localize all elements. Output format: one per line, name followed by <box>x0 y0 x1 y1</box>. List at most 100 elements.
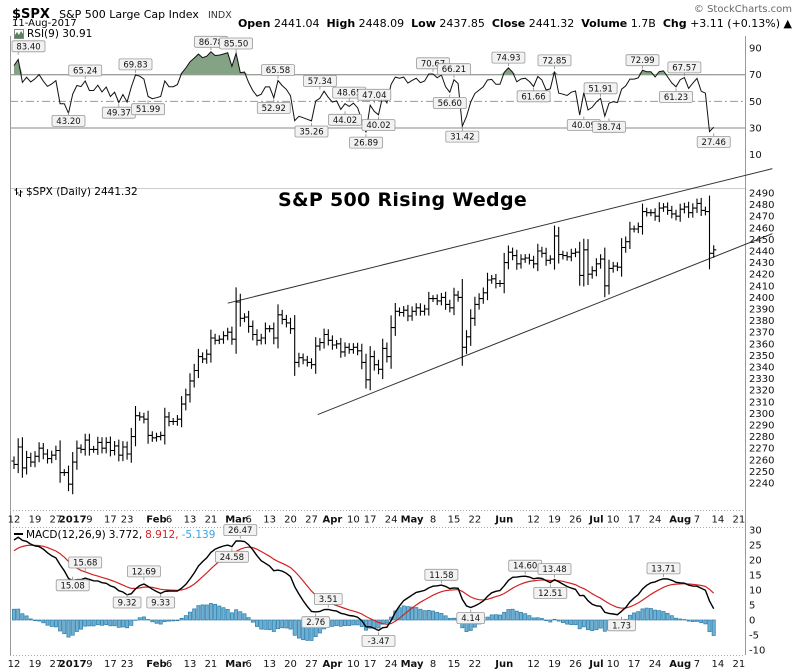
annotation-value: 70.67 <box>421 59 445 69</box>
date-axis-label: 6 <box>166 515 172 526</box>
macd-histogram-bar <box>498 614 502 621</box>
macd-histogram-bar <box>213 603 218 621</box>
macd-histogram-bar <box>330 619 335 627</box>
macd-histogram-bar <box>267 619 272 631</box>
macd-histogram-bar <box>648 608 653 621</box>
date-axis-label: Mar <box>225 659 247 670</box>
date-axis-label: 17 <box>364 659 377 670</box>
macd-histogram-bar <box>129 619 134 626</box>
annotation-value: 11.58 <box>429 571 453 581</box>
axis-tick-label: 2450 <box>749 235 774 246</box>
annotation-flag <box>313 593 343 605</box>
macd-histogram-bar <box>33 619 37 621</box>
date-axis-label: 24 <box>385 515 398 526</box>
macd-histogram-bar <box>686 619 691 622</box>
annotation-value: 72.99 <box>630 56 654 66</box>
macd-histogram-bar <box>104 619 109 626</box>
axis-tick-label: 2440 <box>749 247 774 258</box>
macd-histogram-bar <box>250 619 255 623</box>
date-axis-label: 27 <box>305 515 318 526</box>
annotation-flag <box>361 119 396 131</box>
macd-histogram-bar <box>108 619 113 627</box>
axis-tick-label: 2240 <box>749 479 774 490</box>
macd-histogram-bar <box>49 619 54 627</box>
macd-histogram-bar <box>292 619 297 636</box>
quote-field-value: +3.11 (+0.13%) ▲ <box>686 17 792 30</box>
axis-tick-label: 2260 <box>749 455 774 466</box>
macd-histogram-bar <box>443 615 448 621</box>
axis-tick-label: 2300 <box>749 409 774 420</box>
chart-title: S&P 500 Rising Wedge <box>278 189 528 211</box>
macd-histogram-bar <box>137 617 142 621</box>
macd-histogram-bar <box>179 617 184 621</box>
date-axis-label: 21 <box>733 515 746 526</box>
macd-histogram-bar <box>74 619 79 632</box>
date-axis-label: 9 <box>86 659 92 670</box>
macd-hist-value: -5.139 <box>181 529 216 541</box>
macd-histogram-bar <box>343 619 347 627</box>
annotation-value: 27.46 <box>702 138 726 148</box>
date-axis-label: 2017 <box>59 515 87 526</box>
macd-histogram-bar <box>280 619 285 629</box>
macd-histogram-bar <box>493 614 498 621</box>
macd-histogram-bar <box>523 613 528 621</box>
macd-histogram-bar <box>276 619 280 630</box>
macd-histogram-bar <box>351 619 356 626</box>
macd-histogram-bar <box>70 619 75 636</box>
macd-histogram-bar <box>426 610 431 621</box>
macd-histogram-bar <box>37 619 42 622</box>
date-axis-label: Apr <box>323 659 343 670</box>
macd-histogram-bar <box>452 617 456 621</box>
annotation-flag <box>302 75 337 87</box>
price-series-label: $SPX (Daily) 2441.32 <box>14 186 138 198</box>
annotation-value: 4.14 <box>461 614 480 624</box>
macd-line-icon <box>14 533 23 535</box>
date-axis-label: May <box>401 659 424 670</box>
macd-histogram-bar <box>284 619 289 629</box>
macd-histogram-bar <box>485 616 490 621</box>
macd-histogram-bar <box>519 612 523 621</box>
macd-histogram-bar <box>506 609 511 621</box>
macd-histogram-bar <box>397 607 402 621</box>
annotation-value: 35.26 <box>299 127 323 137</box>
annotation-flag <box>625 54 660 67</box>
rsi-label-text: RSI(9) 30.91 <box>27 28 93 40</box>
axis-tick-label: -5 <box>749 631 759 642</box>
macd-histogram-bar <box>141 616 146 621</box>
axis-tick-label: 2460 <box>749 223 774 234</box>
annotation-flag <box>516 90 551 103</box>
macd-histogram-bar <box>539 618 544 621</box>
macd-histogram-bar <box>154 619 159 624</box>
macd-histogram-bar <box>682 619 687 621</box>
annotation-value: 40.02 <box>366 121 390 131</box>
date-axis-label: 22 <box>469 515 482 526</box>
wedge-upper-trendline <box>227 168 773 304</box>
annotation-flag <box>146 596 176 609</box>
date-axis-label: 17 <box>104 659 117 670</box>
annotation-flag <box>592 120 626 133</box>
macd-histogram-bar <box>368 619 373 629</box>
annotation-flag <box>456 612 485 624</box>
annotation-value: 2.76 <box>306 618 325 628</box>
axis-tick-label: 2370 <box>749 328 774 339</box>
macd-histogram-bar <box>175 619 180 622</box>
annotation-flag <box>349 136 383 149</box>
date-axis-label: 13 <box>263 515 276 526</box>
annotation-flag <box>646 562 681 575</box>
macd-histogram-bar <box>263 619 268 630</box>
axis-tick-label: 2320 <box>749 386 774 397</box>
macd-histogram-bar <box>565 619 570 625</box>
date-axis-label: 27 <box>305 659 318 670</box>
quote-field-label: Open <box>237 17 271 30</box>
date-axis-label: 8 <box>430 515 436 526</box>
date-axis-label: 7 <box>694 515 700 526</box>
annotation-value: 31.42 <box>450 133 474 143</box>
date-axis-label: 15 <box>448 515 461 526</box>
date-axis-label: Jul <box>588 515 603 526</box>
quote-field-label: Low <box>411 17 436 30</box>
axis-tick-label: 2430 <box>749 258 774 269</box>
chart-date: 11-Aug-2017 <box>12 18 77 29</box>
date-axis-label: 12 <box>8 515 21 526</box>
annotation-value: 38.74 <box>597 123 621 133</box>
